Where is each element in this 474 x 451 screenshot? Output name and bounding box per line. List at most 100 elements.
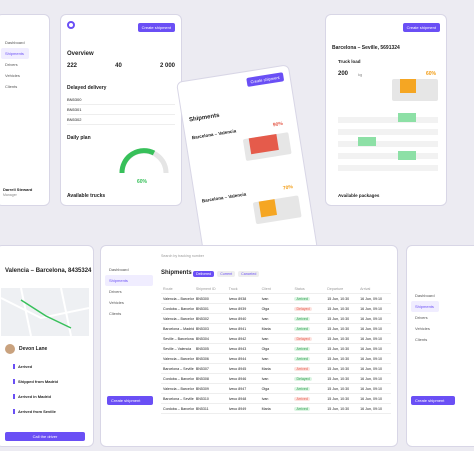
- tab[interactable]: Canceled: [238, 271, 260, 277]
- nav-item[interactable]: Shipments: [1, 48, 29, 59]
- cell-text: BN5302: [195, 316, 209, 321]
- tab[interactable]: Current: [217, 271, 236, 277]
- status-badge: Arrived: [294, 296, 310, 301]
- cell: 16 Jun, 09:10: [358, 377, 391, 381]
- nav-item[interactable]: Dashboard: [5, 40, 25, 45]
- create-button[interactable]: Create shipment: [137, 23, 175, 32]
- nav-item[interactable]: Dashboard: [109, 267, 129, 272]
- create-button[interactable]: Create shipment: [107, 396, 153, 405]
- column-header: Client: [261, 286, 271, 291]
- cell: BN5306: [194, 357, 227, 361]
- nav: Dashboard Shipments Drivers Vehicles Clients: [411, 290, 439, 345]
- cell: Arrived: [292, 326, 325, 331]
- column-header: Departure: [327, 286, 344, 291]
- nav-item[interactable]: Clients: [109, 311, 122, 316]
- cell-text: Valencia – Barcelona: [163, 296, 194, 301]
- cell-text: Iveco 8945: [228, 366, 247, 371]
- cell: Delayed: [292, 306, 325, 311]
- delayed-row: BN5300: [67, 95, 175, 105]
- nav-item[interactable]: Vehicles: [415, 326, 430, 331]
- cell: Cordoba – Barcelona: [161, 377, 194, 381]
- nav-item[interactable]: Clients: [5, 84, 18, 89]
- cell: Iveco 8944: [227, 357, 260, 361]
- section-title: Available trucks: [67, 193, 106, 199]
- cell-text: Ivan: [261, 336, 269, 341]
- cell: Arrived: [292, 346, 325, 351]
- cell-text: BN5300: [195, 296, 209, 301]
- create-button[interactable]: Create shipment: [245, 72, 285, 87]
- table-row: Valencia – Barcelona BN5309 Iveco 8947 Olga…: [161, 384, 391, 394]
- truck: [252, 195, 302, 225]
- tab[interactable]: Delivered: [193, 271, 215, 277]
- cell: Arrived: [292, 366, 325, 371]
- status-badge: Arrived: [294, 406, 310, 411]
- cell-text: 15 Jun, 10:30: [327, 406, 350, 411]
- nav-item[interactable]: Vehicles: [5, 73, 20, 78]
- title: Shipments: [188, 112, 220, 124]
- cell-text: BN5305: [195, 346, 209, 351]
- route: Barcelona – Valencia: [191, 128, 237, 141]
- cell: Ivan: [260, 337, 293, 341]
- cell: BN5311: [194, 407, 227, 411]
- cell: 15 Jun, 10:30: [325, 327, 358, 331]
- cell: 15 Jun, 10:30: [325, 347, 358, 351]
- call-button[interactable]: Call the driver: [5, 432, 85, 441]
- cell: BN5303: [194, 327, 227, 331]
- cell: BN5310: [194, 397, 227, 401]
- nav: Dashboard Shipments Drivers Vehicles Clients: [1, 37, 29, 92]
- nav-item[interactable]: Clients: [415, 337, 428, 342]
- cell-text: Olga: [261, 386, 270, 391]
- cell: Ivan: [260, 397, 293, 401]
- cell: Maria: [260, 367, 293, 371]
- create-button[interactable]: Create shipment: [411, 396, 455, 405]
- search[interactable]: Search by tracking number: [161, 254, 204, 258]
- cell-text: BN5304: [195, 336, 209, 341]
- nav-item[interactable]: Shipments: [411, 301, 439, 312]
- cell: 15 Jun, 10:30: [325, 397, 358, 401]
- nav-item[interactable]: Dashboard: [415, 293, 435, 298]
- avatar: [5, 344, 15, 354]
- mobile-card: Dashboard Shipments Drivers Vehicles Clients…: [406, 245, 474, 447]
- nav-item[interactable]: Drivers: [415, 315, 428, 320]
- nav-item[interactable]: Drivers: [5, 62, 18, 67]
- cell-text: Iveco 8938: [228, 296, 247, 301]
- cell: 15 Jun, 10:30: [325, 337, 358, 341]
- status-badge: Arrived: [294, 396, 310, 401]
- cell-text: Iveco 8948: [228, 396, 247, 401]
- status-badge: Arrived: [294, 386, 310, 391]
- overview-card: Create shipment Overview 222 40 2 000 Dela…: [60, 14, 182, 206]
- load-unit: kg: [358, 72, 363, 77]
- cell-text: BN5306: [195, 356, 209, 361]
- cell: Iveco 8938: [227, 297, 260, 301]
- cell: Delayed: [292, 336, 325, 341]
- cell: 16 Jun, 09:10: [358, 317, 391, 321]
- nav-item[interactable]: Vehicles: [109, 300, 124, 305]
- cell-text: Ivan: [261, 316, 269, 321]
- table-row: Cordoba – Barcelona BN5308 Iveco 8946 Ivan D…: [161, 374, 391, 384]
- cell-text: 15 Jun, 10:30: [327, 336, 350, 341]
- timeline-item: Arrived in Madrid: [13, 394, 51, 399]
- route: Valencia – Barcelona, 8435324: [5, 268, 92, 274]
- stat: 40: [115, 63, 122, 69]
- cell-text: BN5308: [195, 376, 209, 381]
- nav-item[interactable]: Drivers: [109, 289, 122, 294]
- create-button[interactable]: Create shipment: [402, 23, 440, 32]
- nav-item[interactable]: Shipments: [105, 275, 153, 286]
- cell-text: Iveco 8941: [228, 326, 247, 331]
- cell-text: 15 Jun, 10:30: [327, 326, 350, 331]
- timeline-item: Shipped from Madrid: [13, 379, 58, 384]
- load: 90%: [272, 120, 284, 129]
- cell-text: Maria: [261, 326, 271, 331]
- cell: Iveco 8939: [227, 307, 260, 311]
- cell-text: BN5310: [195, 396, 209, 401]
- cell-text: 16 Jun, 09:10: [360, 356, 382, 361]
- section-title: Available packages: [338, 193, 380, 198]
- cell-text: Iveco 8939: [228, 306, 247, 311]
- cell: Valencia – Barcelona: [161, 357, 194, 361]
- cell: Iveco 8943: [227, 347, 260, 351]
- cell: BN5305: [194, 347, 227, 351]
- stats: 222 40 2 000: [67, 63, 175, 69]
- cell: 16 Jun, 09:10: [358, 387, 391, 391]
- route: Barcelona – Valencia: [201, 191, 247, 204]
- cell: Arrived: [292, 386, 325, 391]
